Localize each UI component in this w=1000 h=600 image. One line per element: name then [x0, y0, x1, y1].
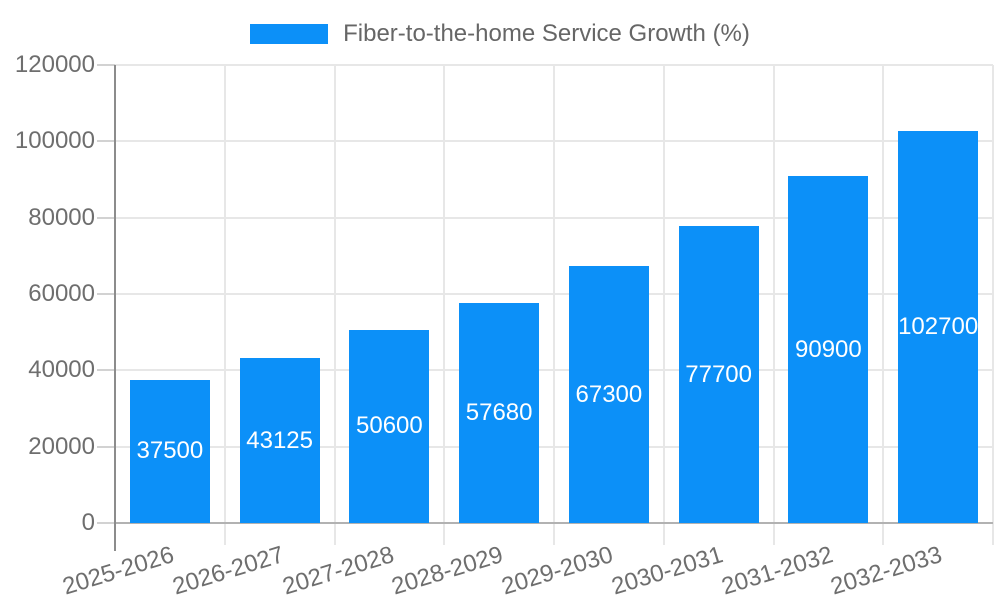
x-category-label: 2027-2028 — [279, 541, 397, 600]
y-tick-mark — [97, 445, 115, 448]
v-gridline — [662, 65, 665, 545]
v-gridline — [443, 65, 446, 545]
bar — [239, 358, 320, 523]
bar — [568, 266, 649, 523]
x-category-label: 2030-2031 — [608, 541, 726, 600]
legend-swatch — [250, 24, 329, 44]
bar — [129, 379, 210, 523]
y-tick-label: 120000 — [14, 51, 95, 78]
x-axis-line — [115, 522, 993, 524]
y-tick-mark — [97, 216, 115, 219]
v-gridline — [223, 65, 226, 545]
y-axis-line — [114, 65, 116, 551]
chart-legend: Fiber-to-the-home Service Growth (%) — [0, 20, 1000, 48]
bar-value-label: 50600 — [356, 412, 423, 440]
v-gridline — [992, 65, 994, 545]
bar-value-label: 67300 — [575, 380, 643, 408]
bar — [788, 176, 869, 523]
v-gridline — [772, 65, 775, 545]
bar-value-label: 37500 — [136, 437, 204, 465]
v-gridline — [333, 65, 336, 545]
bar-value-label: 57680 — [465, 398, 533, 426]
y-tick-mark — [97, 140, 115, 143]
bar-value-label: 90900 — [795, 335, 862, 363]
v-gridline — [553, 65, 555, 545]
x-category-label: 2025-2026 — [59, 541, 178, 600]
y-tick-label: 0 — [81, 509, 95, 536]
bar — [678, 226, 759, 523]
legend-label: Fiber-to-the-home Service Growth (%) — [343, 20, 750, 47]
y-tick-mark — [97, 369, 115, 372]
plot-area: 0 20000 40000 60000 80000 100000 120000 37500 20… — [15, 53, 994, 600]
v-gridline — [882, 65, 885, 545]
y-tick-mark — [97, 64, 115, 66]
bar-value-label: 102700 — [898, 313, 979, 341]
x-category-label: 2032-2033 — [827, 541, 946, 600]
y-tick-label: 60000 — [28, 280, 95, 307]
x-category-label: 2031-2032 — [718, 541, 836, 600]
y-tick-label: 80000 — [28, 203, 95, 231]
bar-value-label: 77700 — [685, 360, 752, 388]
y-tick-mark — [97, 293, 115, 295]
y-tick-mark — [97, 522, 115, 524]
x-category-label: 2029-2030 — [498, 541, 617, 600]
y-tick-label: 20000 — [28, 432, 95, 460]
bar — [898, 131, 979, 523]
bar — [349, 329, 430, 523]
bar — [459, 302, 540, 523]
x-category-label: 2028-2029 — [388, 541, 507, 600]
x-category-label: 2026-2027 — [169, 541, 287, 600]
bar-value-label: 43125 — [246, 426, 313, 454]
y-tick-label: 40000 — [28, 356, 95, 384]
y-tick-label: 100000 — [14, 127, 95, 155]
